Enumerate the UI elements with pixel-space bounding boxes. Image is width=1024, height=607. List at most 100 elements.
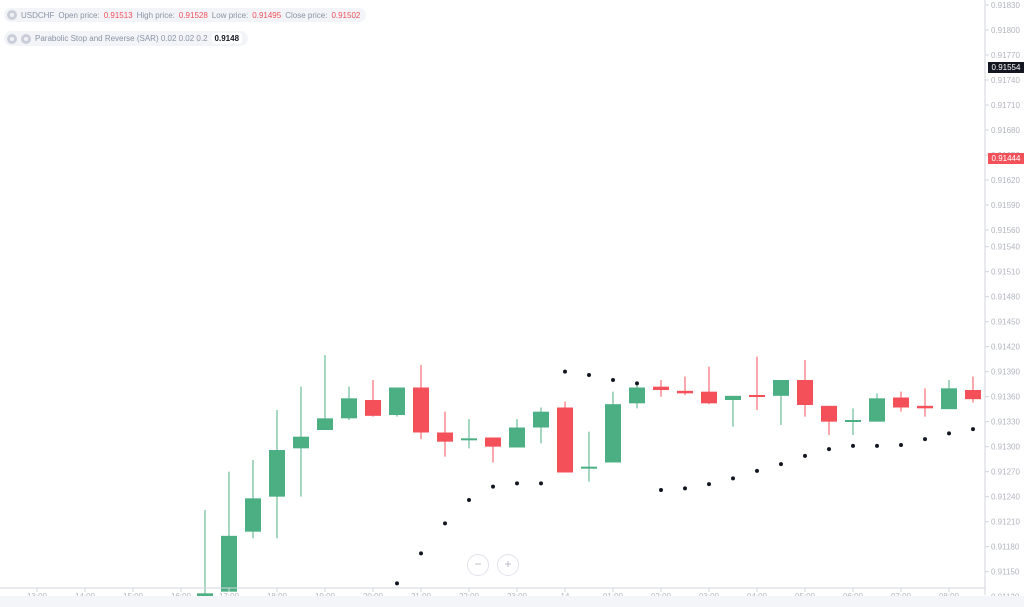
price-tick-label: 0.91740: [991, 76, 1020, 85]
settings-gear-icon[interactable]: [7, 10, 17, 20]
sar-dot: [755, 468, 759, 473]
ohlc-legend: USDCHF Open price: 0.91513 High price: 0…: [4, 8, 367, 22]
candle: [629, 383, 645, 409]
candle: [269, 410, 285, 539]
candle: [773, 380, 789, 425]
candle: [341, 386, 357, 420]
candle: [941, 380, 957, 410]
candle: [197, 510, 213, 607]
sar-dot: [947, 431, 951, 436]
candle: [605, 391, 621, 463]
bottom-bar: [0, 596, 1024, 607]
price-tick-label: 0.91210: [991, 518, 1020, 527]
sar-dot: [707, 482, 711, 487]
sar-dot: [659, 488, 663, 492]
candle: [869, 393, 885, 422]
close-value: 0.91502: [331, 10, 361, 20]
sar-dot: [563, 369, 567, 374]
candle: [749, 356, 765, 410]
candles-layer: [180, 355, 981, 607]
price-tick-label: 0.91620: [991, 176, 1020, 185]
candle: [701, 366, 717, 405]
candle: [221, 471, 237, 592]
price-tick-label: 0.91480: [991, 293, 1020, 302]
sar-dot: [875, 443, 879, 448]
current-price-tag: 0.91444: [988, 153, 1024, 164]
sar-dot: [467, 498, 471, 502]
price-tick-label: 0.91710: [991, 101, 1020, 110]
sar-dot: [731, 476, 735, 481]
sar-dot: [803, 453, 807, 458]
price-tick-label: 0.91510: [991, 268, 1020, 277]
indicator-name: Parabolic Stop and Reverse (SAR) 0.02 0.…: [35, 34, 208, 43]
open-label: Open price:: [58, 10, 100, 20]
remove-indicator-icon[interactable]: [7, 33, 17, 44]
candle: [317, 355, 333, 430]
sar-dot: [899, 443, 903, 447]
price-tick-label: 0.91540: [991, 243, 1020, 252]
zoom-out-button[interactable]: −: [467, 554, 489, 576]
candle: [725, 395, 741, 427]
sar-dot: [611, 378, 615, 382]
candle: [293, 386, 309, 497]
price-tick-label: 0.91800: [991, 26, 1020, 35]
candle: [893, 391, 909, 412]
price-tick-label: 0.91330: [991, 418, 1020, 427]
low-value: 0.91495: [252, 10, 282, 20]
close-label: Close price:: [285, 10, 328, 20]
sar-dot: [539, 481, 543, 486]
last-price-tag: 0.91554: [988, 62, 1024, 73]
sar-dots-layer: [395, 369, 975, 586]
sar-dot: [491, 484, 495, 489]
candle: [821, 405, 837, 435]
candle: [365, 380, 381, 417]
price-tick-label: 0.91680: [991, 126, 1020, 135]
high-value: 0.91528: [178, 10, 208, 20]
sar-dot: [971, 427, 975, 432]
sar-dot: [395, 581, 399, 586]
candle: [437, 411, 453, 457]
price-tick-label: 0.91590: [991, 201, 1020, 210]
price-tick-label: 0.91420: [991, 343, 1020, 352]
sar-dot: [779, 462, 783, 467]
price-tick-label: 0.91450: [991, 318, 1020, 327]
sar-dot: [587, 373, 591, 377]
price-tick-label: 0.91180: [991, 543, 1020, 552]
candle: [557, 401, 573, 473]
candle: [485, 437, 501, 463]
sar-dot: [683, 486, 687, 491]
low-label: Low price:: [211, 10, 249, 20]
indicator-value: 0.9148: [211, 33, 243, 44]
price-tick-label: 0.91300: [991, 443, 1020, 452]
candle: [581, 431, 597, 482]
sar-dot: [419, 551, 423, 556]
candle: [845, 408, 861, 435]
price-tick-label: 0.91150: [991, 568, 1020, 577]
candle: [653, 380, 669, 397]
candle: [917, 388, 933, 417]
open-value: 0.91513: [103, 10, 133, 20]
sar-dot: [635, 381, 639, 386]
price-tick-label: 0.91770: [991, 51, 1020, 60]
zoom-in-button[interactable]: +: [497, 554, 519, 576]
candle: [797, 360, 813, 417]
price-tick-label: 0.91390: [991, 368, 1020, 377]
price-tick-label: 0.91240: [991, 493, 1020, 502]
high-label: High price:: [136, 10, 175, 20]
candle: [965, 376, 981, 403]
candle: [245, 460, 261, 539]
candle: [533, 407, 549, 444]
indicator-settings-gear-icon[interactable]: [21, 33, 31, 44]
sar-dot: [851, 443, 855, 448]
sar-legend: Parabolic Stop and Reverse (SAR) 0.02 0.…: [4, 31, 249, 46]
sar-dot: [923, 437, 927, 442]
price-tick-label: 0.91360: [991, 393, 1020, 402]
price-tick-label: 0.91830: [991, 1, 1020, 10]
candle: [389, 387, 405, 417]
candle: [509, 419, 525, 448]
candle: [413, 365, 429, 440]
candle: [461, 419, 477, 449]
candle: [677, 376, 693, 395]
price-axis[interactable]: 0.91830 0.91800 0.91770 0.91740 0.91710 0.916…: [985, 1, 1020, 607]
